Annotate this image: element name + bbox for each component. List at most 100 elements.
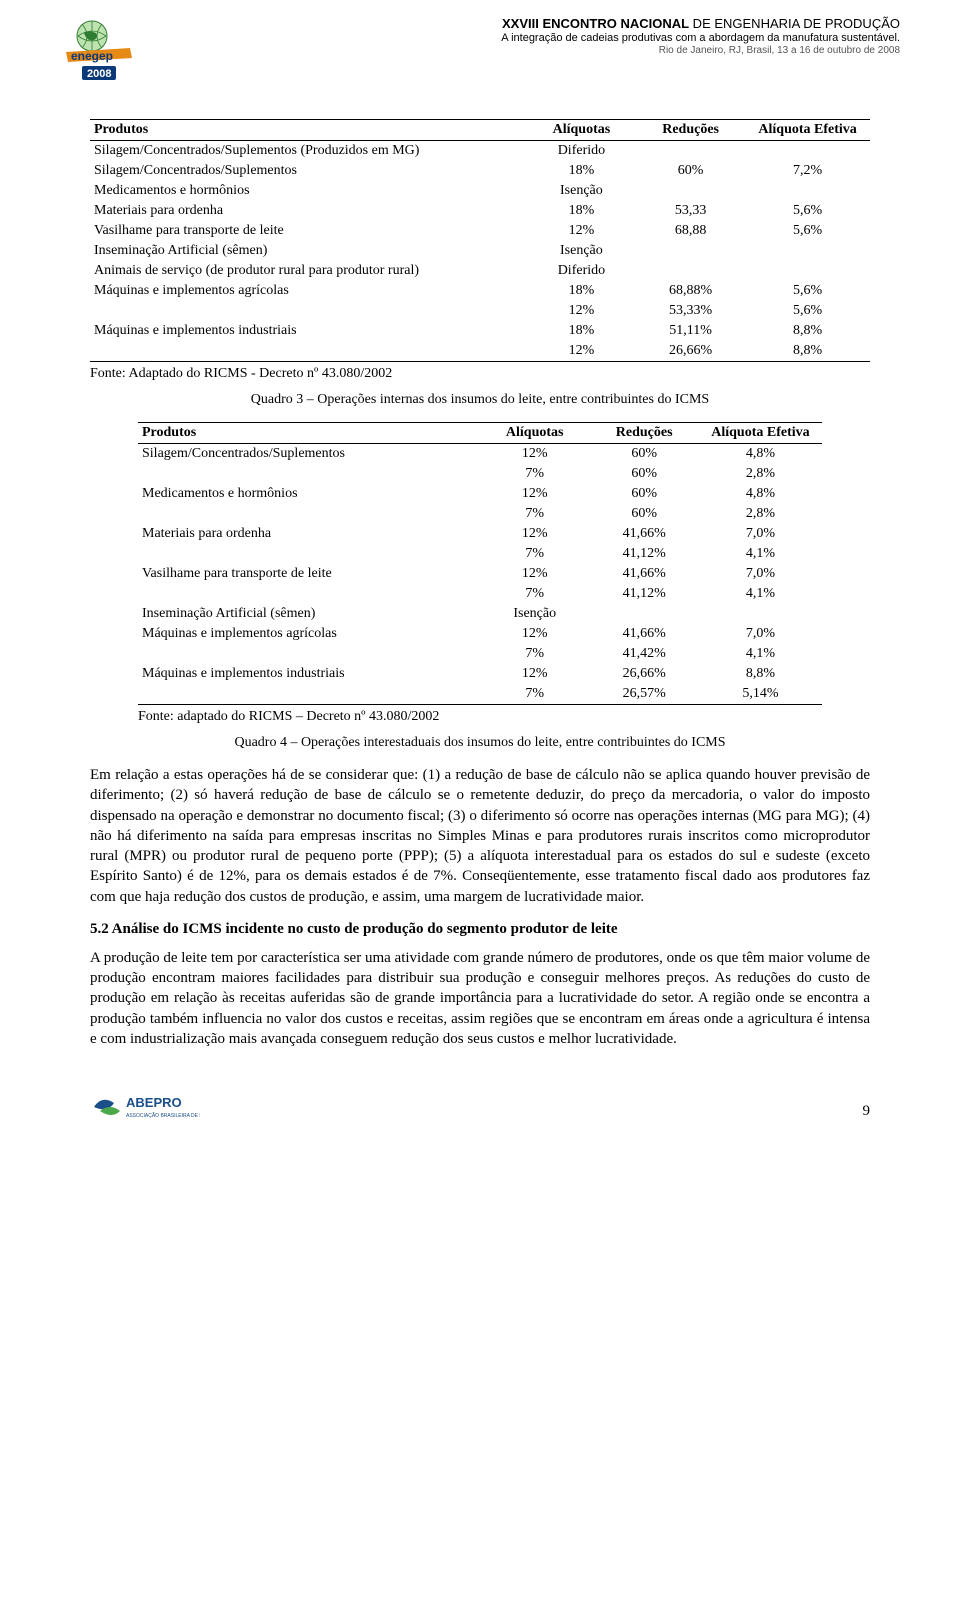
- cell-value: 7,0%: [699, 564, 822, 584]
- cell-value: [636, 181, 745, 201]
- cell-value: 12%: [527, 301, 636, 321]
- cell-produto: Animais de serviço (de produtor rural pa…: [90, 261, 527, 281]
- cell-value: 41,42%: [589, 644, 698, 664]
- cell-value: 26,66%: [636, 341, 745, 362]
- cell-value: 41,12%: [589, 584, 698, 604]
- cell-value: 12%: [527, 221, 636, 241]
- table-row: 12%26,66%8,8%: [90, 341, 870, 362]
- col-efetiva: Alíquota Efetiva: [699, 423, 822, 444]
- cell-value: 4,8%: [699, 444, 822, 465]
- col-aliquotas: Alíquotas: [527, 120, 636, 141]
- cell-value: 7%: [480, 464, 589, 484]
- cell-value: 26,57%: [589, 684, 698, 705]
- cell-value: 4,1%: [699, 584, 822, 604]
- table1-caption: Quadro 3 – Operações internas dos insumo…: [90, 392, 870, 408]
- cell-value: 60%: [636, 161, 745, 181]
- cell-value: 8,8%: [745, 321, 870, 341]
- table-row: 7%41,12%4,1%: [138, 544, 822, 564]
- cell-produto: [138, 644, 480, 664]
- table-row: 7%41,12%4,1%: [138, 584, 822, 604]
- cell-value: 12%: [480, 564, 589, 584]
- cell-value: [745, 181, 870, 201]
- table-row: Máquinas e implementos industriais18%51,…: [90, 321, 870, 341]
- cell-value: 5,6%: [745, 201, 870, 221]
- cell-value: 7,0%: [699, 524, 822, 544]
- cell-value: 12%: [480, 624, 589, 644]
- cell-value: 60%: [589, 484, 698, 504]
- cell-value: [699, 604, 822, 624]
- cell-produto: [138, 504, 480, 524]
- svg-text:ASSOCIAÇÃO BRASILEIRA DE ENGEN: ASSOCIAÇÃO BRASILEIRA DE ENGENHARIA DE P…: [126, 1112, 200, 1119]
- cell-value: [636, 261, 745, 281]
- cell-value: 41,66%: [589, 624, 698, 644]
- cell-value: 5,6%: [745, 281, 870, 301]
- cell-value: [745, 141, 870, 162]
- cell-value: 60%: [589, 444, 698, 465]
- header-title: XXVIII ENCONTRO NACIONAL DE ENGENHARIA D…: [152, 16, 900, 32]
- logo-year: 2008: [87, 68, 111, 80]
- cell-value: 2,8%: [699, 504, 822, 524]
- cell-value: [745, 241, 870, 261]
- table1-source: Fonte: Adaptado do RICMS - Decreto nº 43…: [90, 366, 870, 382]
- cell-value: 68,88%: [636, 281, 745, 301]
- cell-value: 5,6%: [745, 221, 870, 241]
- col-reducoes: Reduções: [636, 120, 745, 141]
- cell-value: Diferido: [527, 141, 636, 162]
- cell-value: Isenção: [527, 181, 636, 201]
- table-row: 12%53,33%5,6%: [90, 301, 870, 321]
- header-subtitle: A integração de cadeias produtivas com a…: [152, 32, 900, 45]
- cell-value: 2,8%: [699, 464, 822, 484]
- cell-value: 41,66%: [589, 524, 698, 544]
- abepro-logo: ABEPRO ASSOCIAÇÃO BRASILEIRA DE ENGENHAR…: [90, 1089, 200, 1134]
- header-location: Rio de Janeiro, RJ, Brasil, 13 a 16 de o…: [152, 45, 900, 57]
- cell-value: 12%: [527, 341, 636, 362]
- cell-value: 7,2%: [745, 161, 870, 181]
- table-row: Medicamentos e hormônios12%60%4,8%: [138, 484, 822, 504]
- col-aliquotas: Alíquotas: [480, 423, 589, 444]
- cell-value: 41,12%: [589, 544, 698, 564]
- cell-value: 12%: [480, 524, 589, 544]
- cell-produto: Silagem/Concentrados/Suplementos: [138, 444, 480, 465]
- cell-value: 12%: [480, 444, 589, 465]
- cell-value: 18%: [527, 281, 636, 301]
- cell-value: Isenção: [527, 241, 636, 261]
- table-row: Inseminação Artificial (sêmen)Isenção: [90, 241, 870, 261]
- cell-value: 26,66%: [589, 664, 698, 684]
- cell-produto: Vasilhame para transporte de leite: [90, 221, 527, 241]
- cell-produto: Inseminação Artificial (sêmen): [90, 241, 527, 261]
- paragraph-1: Em relação a estas operações há de se co…: [90, 765, 870, 907]
- cell-value: 7%: [480, 504, 589, 524]
- header-title-rest: DE ENGENHARIA DE PRODUÇÃO: [689, 16, 900, 31]
- table2-caption: Quadro 4 – Operações interestaduais dos …: [90, 735, 870, 751]
- table2-source: Fonte: adaptado do RICMS – Decreto nº 43…: [138, 709, 822, 725]
- header-text-block: XXVIII ENCONTRO NACIONAL DE ENGENHARIA D…: [152, 16, 900, 57]
- table-row: Inseminação Artificial (sêmen)Isenção: [138, 604, 822, 624]
- table-row: Máquinas e implementos agrícolas12%41,66…: [138, 624, 822, 644]
- cell-produto: Máquinas e implementos agrícolas: [138, 624, 480, 644]
- cell-value: 7%: [480, 544, 589, 564]
- table-row: Silagem/Concentrados/Suplementos18%60%7,…: [90, 161, 870, 181]
- table-row: Silagem/Concentrados/Suplementos (Produz…: [90, 141, 870, 162]
- cell-produto: Medicamentos e hormônios: [138, 484, 480, 504]
- cell-produto: Silagem/Concentrados/Suplementos: [90, 161, 527, 181]
- cell-value: 7%: [480, 584, 589, 604]
- cell-produto: Silagem/Concentrados/Suplementos (Produz…: [90, 141, 527, 162]
- cell-produto: Máquinas e implementos industriais: [138, 664, 480, 684]
- col-efetiva: Alíquota Efetiva: [745, 120, 870, 141]
- cell-value: 7,0%: [699, 624, 822, 644]
- section-heading-5-2: 5.2 Análise do ICMS incidente no custo d…: [90, 921, 870, 938]
- cell-value: 51,11%: [636, 321, 745, 341]
- cell-produto: Materiais para ordenha: [138, 524, 480, 544]
- page-footer: ABEPRO ASSOCIAÇÃO BRASILEIRA DE ENGENHAR…: [0, 1089, 960, 1134]
- table-row: Silagem/Concentrados/Suplementos12%60%4,…: [138, 444, 822, 465]
- cell-value: 7%: [480, 644, 589, 664]
- cell-produto: [138, 544, 480, 564]
- table-row: Medicamentos e hormôniosIsenção: [90, 181, 870, 201]
- cell-value: 8,8%: [699, 664, 822, 684]
- table-header-row: Produtos Alíquotas Reduções Alíquota Efe…: [90, 120, 870, 141]
- cell-produto: [90, 301, 527, 321]
- page-header: enegep 2008 XXVIII ENCONTRO NACIONAL DE …: [0, 0, 960, 95]
- paragraph-2: A produção de leite tem por característi…: [90, 948, 870, 1049]
- cell-value: 68,88: [636, 221, 745, 241]
- table-row: Animais de serviço (de produtor rural pa…: [90, 261, 870, 281]
